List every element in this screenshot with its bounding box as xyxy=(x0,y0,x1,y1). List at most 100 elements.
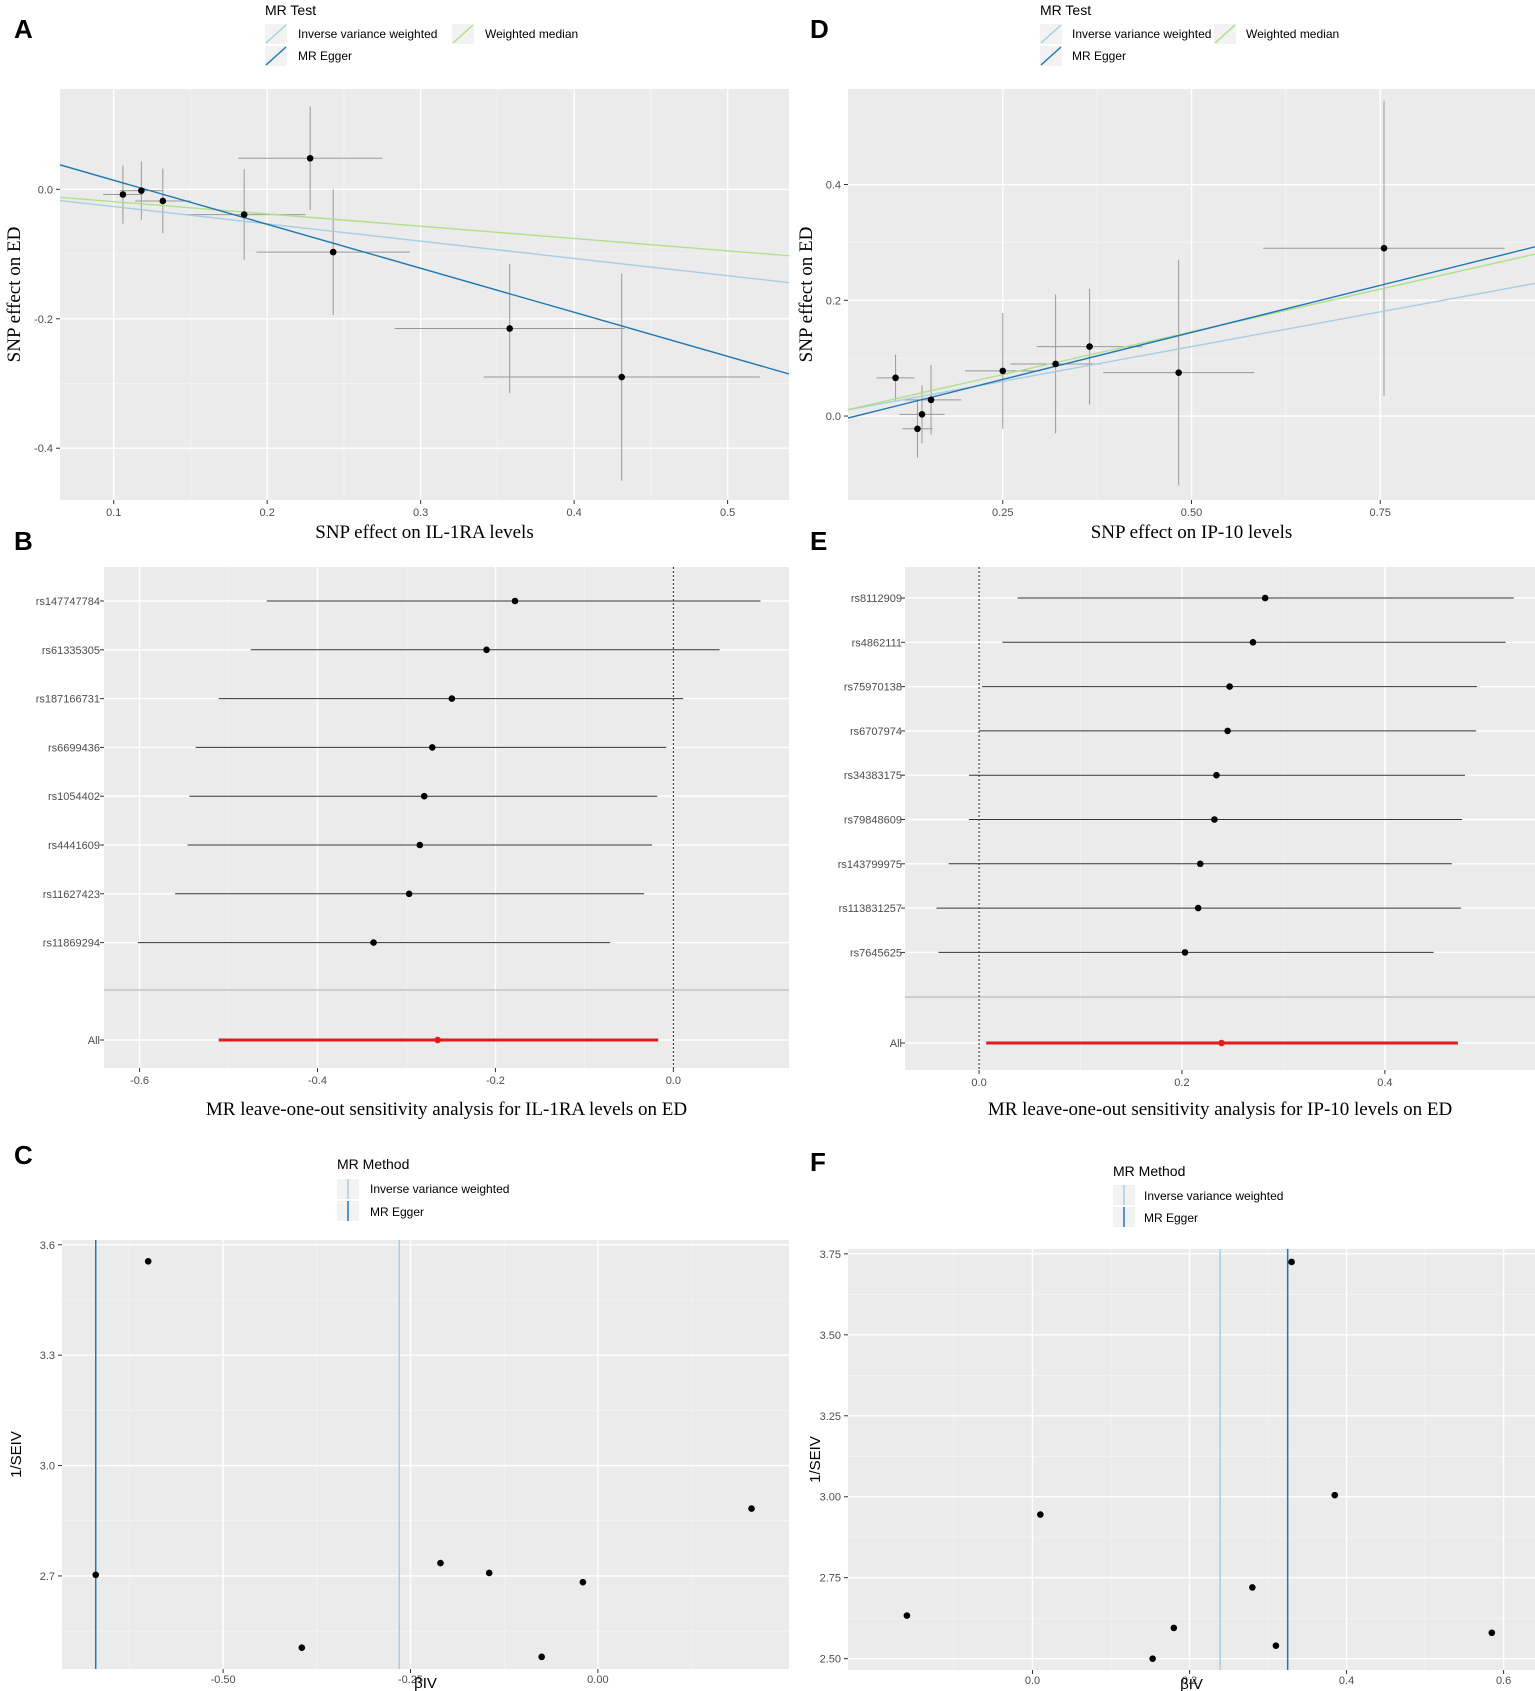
plot-background xyxy=(848,1249,1535,1670)
weighted-median-regression-line xyxy=(60,196,789,257)
snp-estimate-point xyxy=(1261,594,1269,602)
data-point xyxy=(892,374,899,382)
snp-label: rs7645625 xyxy=(850,947,902,959)
snp-point xyxy=(1037,1511,1044,1518)
panel-letter-a: A xyxy=(14,14,33,44)
y-tick-label: 3.75 xyxy=(820,1249,841,1261)
snp-label: rs11869294 xyxy=(43,938,100,950)
snp-estimate-point xyxy=(1194,904,1202,912)
x-tick-label: -0.25 xyxy=(398,1674,423,1686)
scatter-plot-a: 0.1 0.2 0.3 0.4 0.5 0.0 -0.2 -0.4 SNP effect on … xyxy=(4,89,789,543)
snp-point xyxy=(1288,1258,1295,1266)
x-tick-label: 0.50 xyxy=(1181,507,1202,519)
overall-label: All xyxy=(88,1035,100,1047)
legend-a: MR Test Inverse variance weighted Weight… xyxy=(265,2,578,66)
snp-label: rs34383175 xyxy=(844,770,902,782)
snp-label: rs75970138 xyxy=(844,682,902,694)
ivw-regression-line xyxy=(848,282,1535,411)
legend-a-egger-label: MR Egger xyxy=(298,49,352,63)
snp-point xyxy=(1331,1491,1339,1499)
snp-point xyxy=(437,1559,444,1567)
legend-c-title: MR Method xyxy=(337,1156,409,1172)
legend-f-ivw-label: Inverse variance weighted xyxy=(1144,1189,1283,1203)
x-tick-label: 0.25 xyxy=(992,507,1013,519)
plot-content xyxy=(60,106,789,481)
funnel-plot-c: -0.50 -0.25 0.00 2.7 3.0 3.3 3.6 βIV 1/SEIV xyxy=(8,1240,789,1691)
y-tick-label: 0.0 xyxy=(826,411,841,423)
snp-label: rs187166731 xyxy=(36,694,100,706)
data-point xyxy=(240,211,248,218)
y-tick-label: 3.3 xyxy=(40,1350,55,1362)
y-tick-label: -0.4 xyxy=(34,443,53,455)
legend-f: MR Method Inverse variance weighted MR E… xyxy=(1113,1163,1283,1227)
y-axis-label: 1/SEIV xyxy=(8,1431,25,1478)
panel-letter-f: F xyxy=(810,1147,826,1177)
x-axis-label: βIV xyxy=(1180,1676,1203,1691)
x-tick-label: 0.00 xyxy=(587,1674,608,1686)
plot-content xyxy=(848,100,1535,486)
snp-estimate-point xyxy=(1211,816,1218,823)
snp-point xyxy=(579,1578,587,1586)
snp-estimate-point xyxy=(1226,683,1233,690)
legend-a-ivw-label: Inverse variance weighted xyxy=(298,27,437,41)
data-point xyxy=(138,187,145,194)
overall-estimate-point xyxy=(434,1036,441,1044)
snp-label: rs143799975 xyxy=(838,859,902,871)
data-point xyxy=(999,367,1007,375)
y-tick-label: 0.2 xyxy=(826,295,841,307)
legend-d-ivw-label: Inverse variance weighted xyxy=(1072,27,1211,41)
y-tick-label: 2.50 xyxy=(820,1654,841,1666)
snp-point xyxy=(1249,1584,1256,1591)
snp-point xyxy=(1488,1629,1496,1637)
data-point xyxy=(1052,360,1059,368)
snp-estimate-point xyxy=(1181,949,1189,956)
x-tick-label: 0.4 xyxy=(1339,1675,1354,1687)
x-tick-label: 0.2 xyxy=(1182,1675,1197,1687)
mr-egger-regression-line xyxy=(848,246,1535,419)
snp-point xyxy=(144,1258,152,1265)
snp-label: rs113831257 xyxy=(839,903,902,915)
legend-d-median-label: Weighted median xyxy=(1246,27,1339,41)
y-tick-label: 0.0 xyxy=(38,184,53,196)
x-tick-label: -0.6 xyxy=(130,1075,149,1087)
x-tick-label: -0.2 xyxy=(486,1075,505,1087)
x-axis-label: SNP effect on IP-10 levels xyxy=(1091,522,1293,543)
legend-a-title: MR Test xyxy=(265,2,316,18)
x-tick-label: 0.5 xyxy=(720,507,735,519)
x-tick-label: 0.2 xyxy=(260,507,275,519)
x-axis-label: MR leave-one-out sensitivity analysis fo… xyxy=(988,1099,1452,1120)
y-tick-label: 3.25 xyxy=(820,1411,841,1423)
data-point xyxy=(329,248,337,256)
x-tick-label: 0.4 xyxy=(1377,1077,1392,1089)
data-point xyxy=(1086,343,1093,350)
legend-d-ivw-swatch xyxy=(1040,24,1062,44)
y-tick-label: 3.6 xyxy=(40,1240,55,1252)
x-tick-label: 0.3 xyxy=(413,507,428,519)
funnel-plot-f: 0.0 0.2 0.4 0.6 2.50 2.75 3.00 3.25 3.50 3.75 βIV 1… xyxy=(807,1249,1535,1691)
legend-d-median-swatch xyxy=(1214,24,1236,44)
y-tick-label: -0.2 xyxy=(34,314,53,326)
x-tick-label: -0.50 xyxy=(211,1674,236,1686)
legend-f-egger-label: MR Egger xyxy=(1144,1211,1198,1225)
snp-label: rs79848609 xyxy=(844,815,902,827)
y-tick-label: 2.75 xyxy=(820,1573,841,1585)
plot-background xyxy=(60,89,789,500)
snp-estimate-point xyxy=(1213,771,1220,779)
snp-point xyxy=(92,1571,100,1579)
forest-plot-e: 0.0 0.2 0.4 rs8112909 rs4862111 rs75970138 rs6… xyxy=(838,567,1535,1120)
x-axis-label: MR leave-one-out sensitivity analysis fo… xyxy=(206,1099,687,1120)
y-tick-label: 3.50 xyxy=(820,1330,841,1342)
y-axis-label: SNP effect on ED xyxy=(4,227,25,363)
legend-d: MR Test Inverse variance weighted Weight… xyxy=(1040,2,1339,66)
data-point xyxy=(618,373,626,381)
legend-d-egger-swatch xyxy=(1040,46,1062,66)
snp-point xyxy=(485,1569,493,1577)
snp-estimate-point xyxy=(416,841,424,849)
x-tick-label: 0.0 xyxy=(1025,1675,1040,1687)
snp-estimate-point xyxy=(428,744,436,751)
snp-estimate-point xyxy=(1196,860,1204,868)
data-point xyxy=(306,154,314,162)
x-axis-label: βIV xyxy=(414,1675,437,1691)
snp-point xyxy=(538,1653,545,1661)
x-tick-label: 0.75 xyxy=(1370,507,1391,519)
